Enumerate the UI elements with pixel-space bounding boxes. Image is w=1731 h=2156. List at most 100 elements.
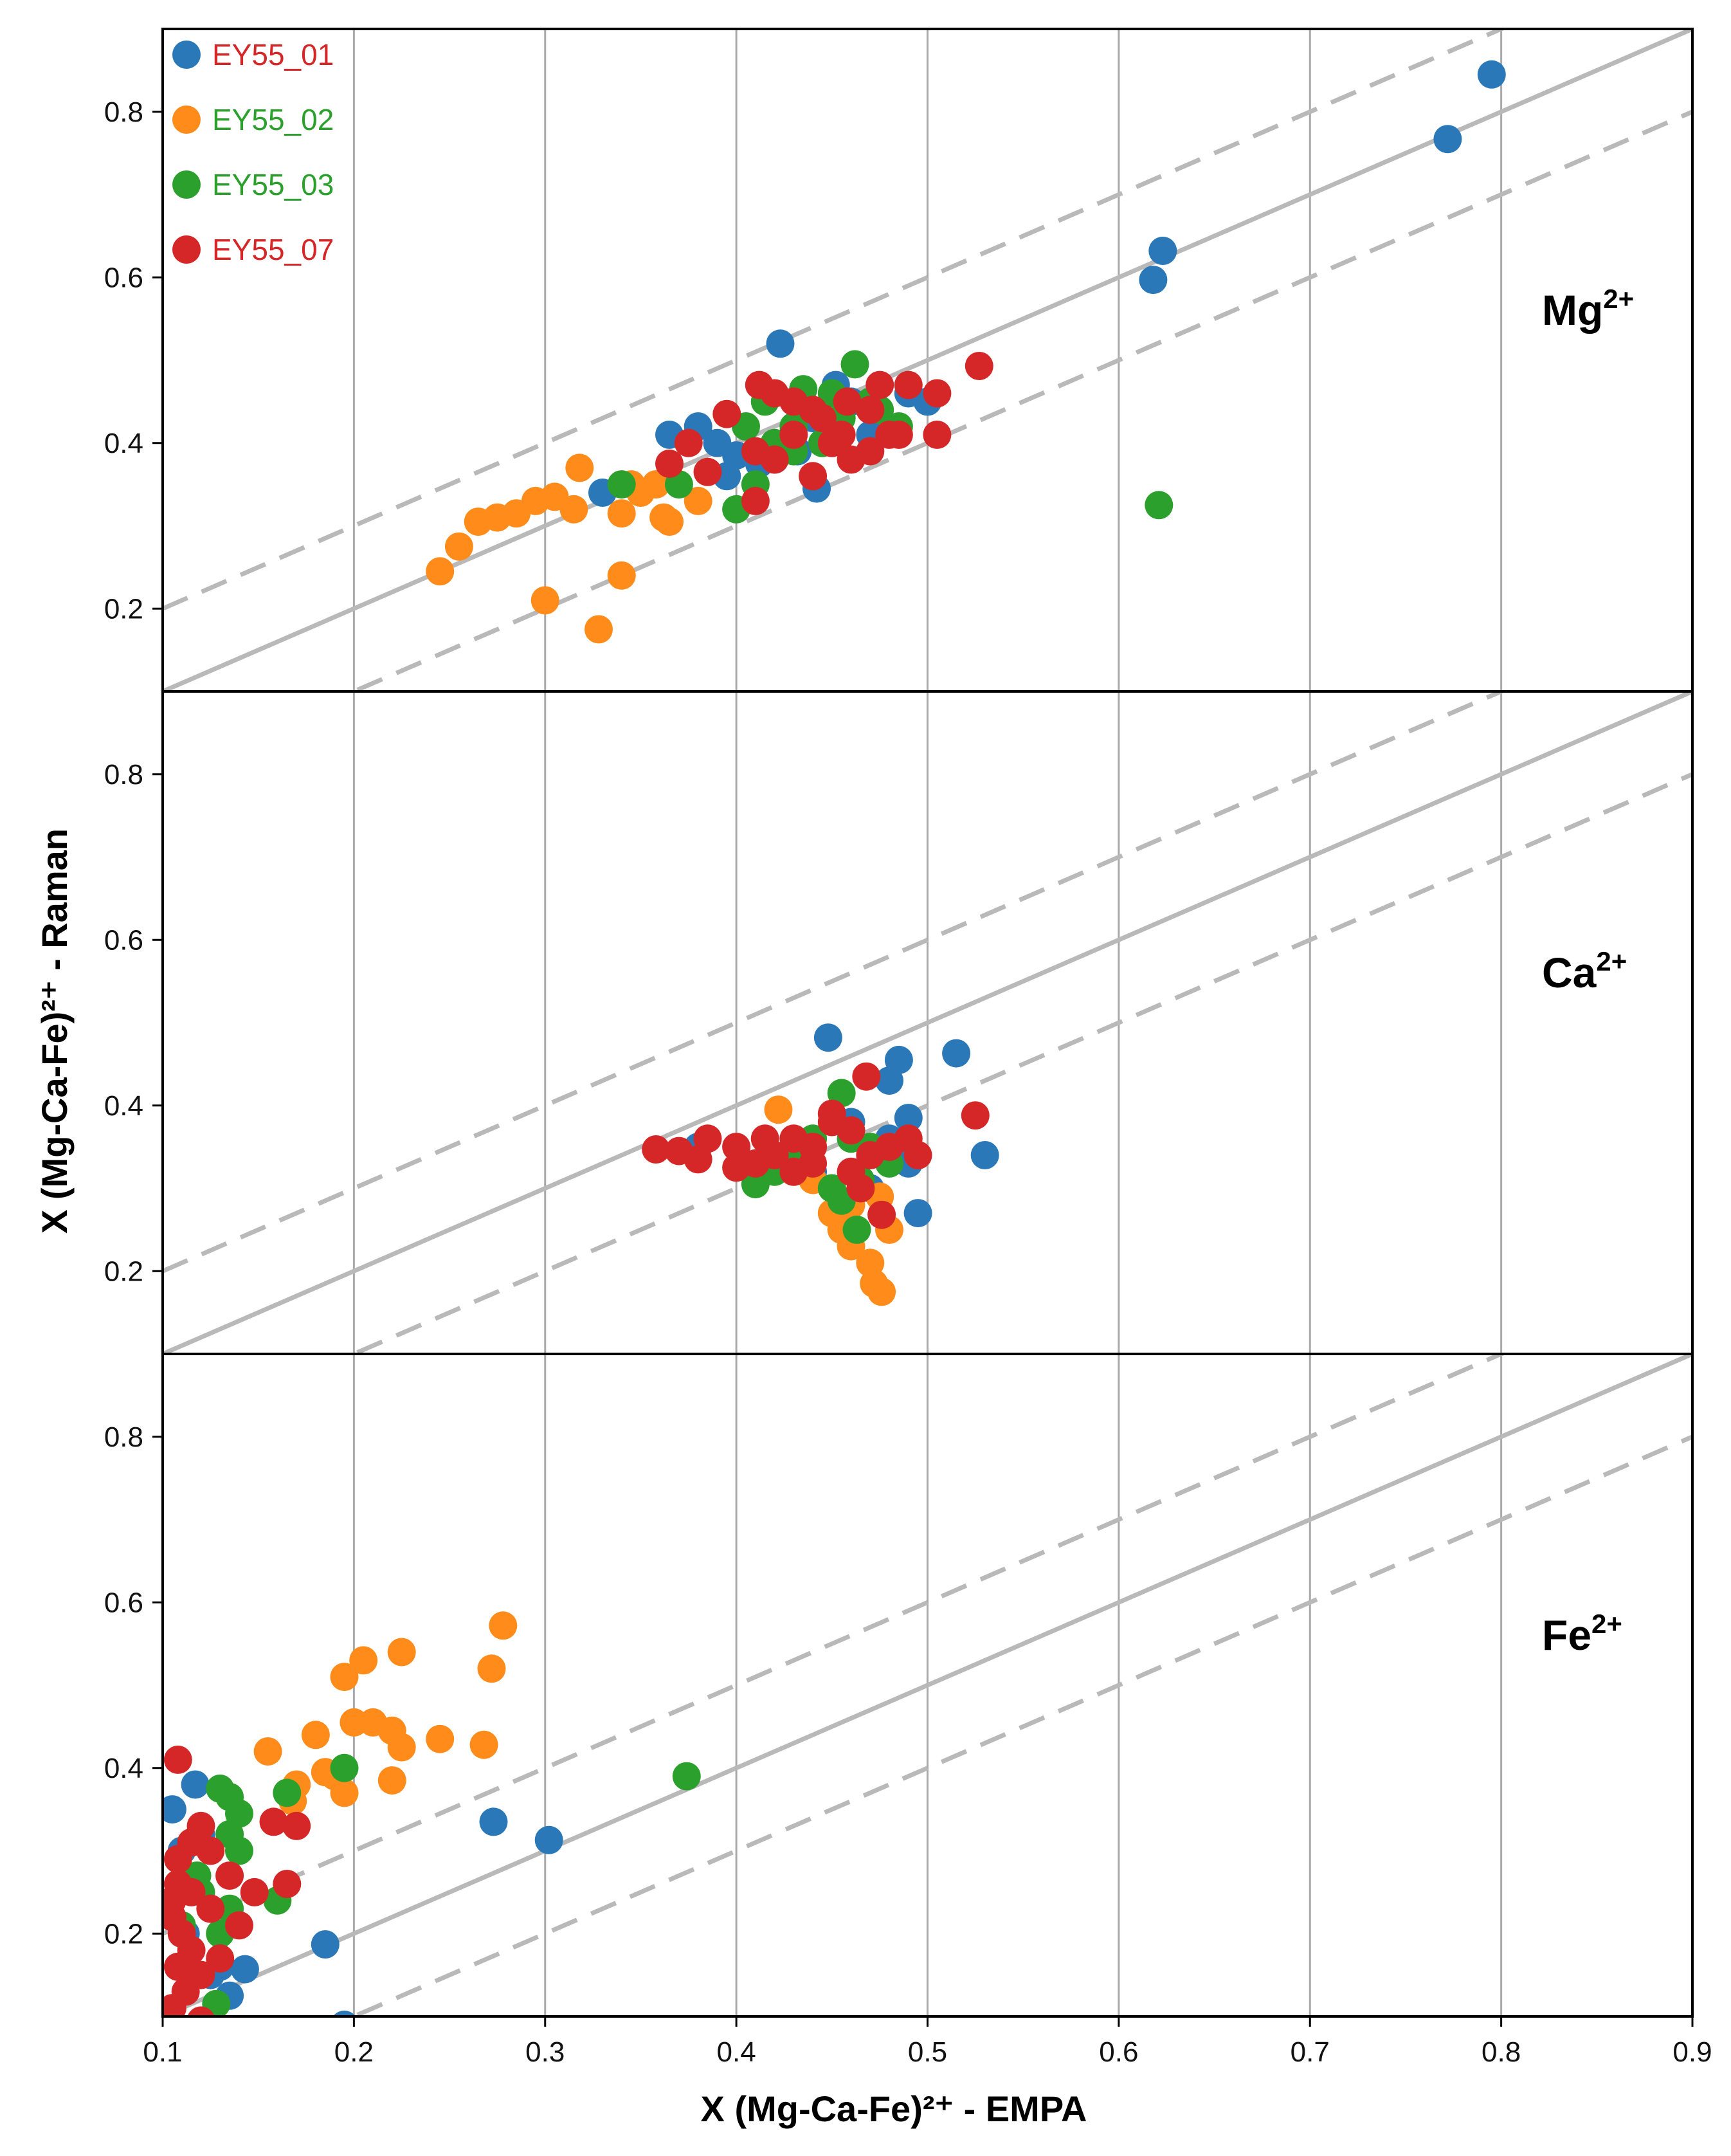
data-point <box>903 1141 932 1169</box>
data-point <box>741 1170 770 1199</box>
data-point <box>607 561 636 590</box>
y-tick-label: 0.2 <box>104 1918 143 1950</box>
data-point <box>827 420 856 449</box>
x-tick-label: 0.6 <box>1099 2036 1138 2068</box>
data-point <box>833 387 862 416</box>
data-point <box>741 437 770 466</box>
reference-lines <box>163 1354 1692 2016</box>
legend-marker <box>172 235 201 264</box>
y-tick-label: 0.6 <box>104 262 143 293</box>
data-point <box>674 428 703 457</box>
data-point <box>163 1745 192 1774</box>
data-point <box>240 1877 269 1906</box>
series-ey55_02 <box>426 453 712 644</box>
data-point <box>722 1133 751 1162</box>
data-point <box>672 1762 701 1791</box>
data-point <box>856 1248 885 1277</box>
data-point <box>842 1215 871 1244</box>
data-point <box>750 1124 779 1153</box>
series-ey55_01 <box>588 60 1506 507</box>
reference-lines <box>163 691 1692 1354</box>
data-point <box>846 1174 875 1203</box>
data-point <box>177 1877 206 1906</box>
data-point <box>349 1646 378 1675</box>
data-point <box>1433 125 1462 154</box>
ion-symbol: Fe <box>1542 1611 1591 1659</box>
data-point <box>311 1930 340 1959</box>
y-axis-title: X (Mg-Ca-Fe)²⁺ - Raman <box>34 828 75 1234</box>
data-point <box>479 1807 508 1836</box>
y-tick-label: 0.4 <box>104 1753 143 1784</box>
data-point <box>693 457 722 486</box>
data-point <box>1477 60 1506 89</box>
data-point <box>852 1062 881 1091</box>
data-point <box>387 1733 416 1762</box>
x-tick-label: 0.7 <box>1291 2036 1330 2068</box>
x-tick-label: 0.4 <box>717 2036 756 2068</box>
data-point <box>840 350 869 379</box>
data-point <box>206 1944 235 1973</box>
legend-label: EY55_02 <box>212 103 334 136</box>
identity-line <box>163 1354 1692 2016</box>
x-tick-label: 0.1 <box>143 2036 182 2068</box>
data-point <box>359 1708 388 1737</box>
data-point <box>225 1911 253 1940</box>
legend: EY55_01 EY55_02 EY55_03 EY55_07 <box>172 38 334 266</box>
upper-bound-line <box>163 29 1507 611</box>
x-tick-label: 0.3 <box>525 2036 565 2068</box>
data-points <box>163 1611 701 2016</box>
data-point <box>965 352 993 380</box>
data-point <box>259 1807 288 1836</box>
ion-label-mg: Mg2+ <box>1542 284 1634 334</box>
y-tick-label: 0.8 <box>104 759 143 790</box>
data-point <box>253 1737 282 1766</box>
data-point <box>894 1104 923 1133</box>
y-tick-label: 0.6 <box>104 924 143 956</box>
upper-bound-line <box>163 1354 1507 1936</box>
data-point <box>225 1836 253 1865</box>
legend-marker <box>172 41 201 69</box>
data-point <box>196 1894 225 1923</box>
x-tick-label: 0.9 <box>1672 2036 1712 2068</box>
data-point <box>330 1753 359 1782</box>
x-tick-label: 0.2 <box>334 2036 374 2068</box>
x-tick-label: 0.8 <box>1482 2036 1521 2068</box>
data-point <box>163 1795 186 1824</box>
data-point <box>534 1825 563 1854</box>
y-tick-label: 0.2 <box>104 1256 143 1287</box>
data-point <box>856 437 885 466</box>
data-point <box>477 1654 506 1683</box>
data-point <box>766 329 795 358</box>
ion-charge: 2+ <box>1603 284 1634 314</box>
data-point <box>923 420 952 449</box>
data-point <box>489 1611 518 1640</box>
data-points <box>426 60 1506 644</box>
y-tick-label: 0.2 <box>104 593 143 625</box>
data-point <box>856 396 885 425</box>
identity-line <box>163 691 1692 1354</box>
lower-bound-line <box>348 1434 1692 2016</box>
data-point <box>607 470 636 499</box>
panel-mg: 0.2 0.4 0.6 0.8 Mg2+ <box>104 28 1694 693</box>
legend-label: EY55_07 <box>212 233 334 266</box>
data-point <box>187 2006 215 2016</box>
data-point <box>377 1766 406 1795</box>
data-point <box>530 586 559 615</box>
series-ey55_07 <box>655 352 993 515</box>
data-point <box>799 396 828 425</box>
data-point <box>163 1845 192 1874</box>
data-point <box>741 486 770 515</box>
data-point <box>444 532 473 561</box>
series-ey55_07 <box>642 1062 990 1229</box>
data-point <box>282 1811 311 1840</box>
y-tick-label: 0.6 <box>104 1587 143 1618</box>
data-point <box>903 1199 932 1228</box>
legend-marker <box>172 170 201 199</box>
ion-label-ca: Ca2+ <box>1542 946 1627 996</box>
data-point <box>799 1149 828 1178</box>
data-point <box>799 462 828 491</box>
data-point <box>923 379 952 408</box>
data-point <box>387 1638 416 1667</box>
data-point <box>817 1099 846 1128</box>
